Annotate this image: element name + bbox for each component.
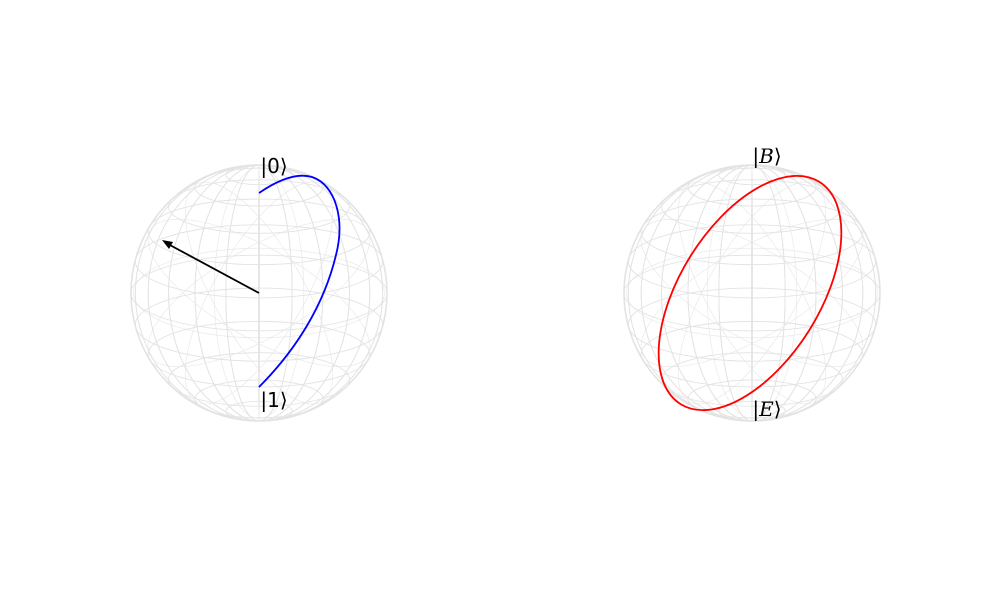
- sphere-great-circle: [133, 247, 385, 339]
- sphere-latitude-line: [627, 287, 877, 362]
- sphere-latitude-line: [640, 320, 864, 388]
- state-vector-arrow: [162, 240, 260, 294]
- sphere-latitude-line: [687, 167, 817, 207]
- ket-label-bottom-left: |1⟩: [260, 388, 287, 412]
- sphere-latitude-line: [661, 179, 843, 234]
- ket-value-top-left: 0: [267, 154, 280, 178]
- sphere-longitude-line: [134, 164, 384, 422]
- sphere-latitude-line: [134, 224, 384, 299]
- sphere-great-circle: [184, 181, 334, 405]
- sphere-great-circle: [147, 218, 371, 368]
- sphere-wireframe-left: [130, 164, 388, 422]
- sphere-great-circle: [640, 218, 864, 368]
- sphere-latitude-line: [640, 198, 864, 266]
- sphere-wireframe-right: [623, 164, 881, 422]
- ket-value-bottom-left: 1: [267, 388, 280, 412]
- state-vector-arrowhead: [162, 240, 173, 249]
- sphere-longitude-line: [751, 164, 753, 422]
- sphere-longitude-line: [627, 164, 877, 422]
- sphere-great-circle: [626, 247, 878, 339]
- sphere-longitude-line: [718, 164, 786, 422]
- sphere-great-circle: [677, 181, 827, 405]
- trajectory-ellipse-right: [657, 174, 843, 412]
- bloch-sphere-right: |B⟩ |E⟩: [623, 144, 881, 422]
- sphere-great-circle: [706, 167, 798, 419]
- sphere-latitude-line: [194, 379, 324, 419]
- sphere-latitude-line: [134, 287, 384, 362]
- sphere-latitude-line: [168, 179, 350, 234]
- ket-label-bottom-right: |E⟩: [752, 397, 781, 421]
- sphere-latitude-line: [194, 167, 324, 207]
- sphere-longitude-line: [627, 164, 877, 422]
- sphere-great-circle: [184, 181, 334, 405]
- bloch-sphere-left: |0⟩ |1⟩: [130, 154, 388, 422]
- ket-value-top-right: B: [758, 144, 774, 168]
- sphere-longitude-line: [640, 164, 864, 422]
- sphere-latitude-line: [168, 352, 350, 407]
- state-vector-line: [167, 243, 260, 294]
- sphere-great-circle: [640, 218, 864, 368]
- ket-label-top-left: |0⟩: [260, 154, 287, 178]
- sphere-latitude-line: [147, 198, 371, 266]
- ket-value-bottom-right: E: [758, 397, 774, 421]
- sphere-longitude-line: [718, 164, 786, 422]
- sphere-great-circle: [213, 167, 305, 419]
- sphere-longitude-line: [640, 164, 864, 422]
- sphere-great-circle: [677, 181, 827, 405]
- ket-label-top-right: |B⟩: [752, 144, 781, 168]
- sphere-great-circle: [147, 218, 371, 368]
- sphere-latitude-line: [661, 352, 843, 407]
- trajectory-curve-left: [258, 174, 341, 388]
- sphere-latitude-line: [687, 379, 817, 419]
